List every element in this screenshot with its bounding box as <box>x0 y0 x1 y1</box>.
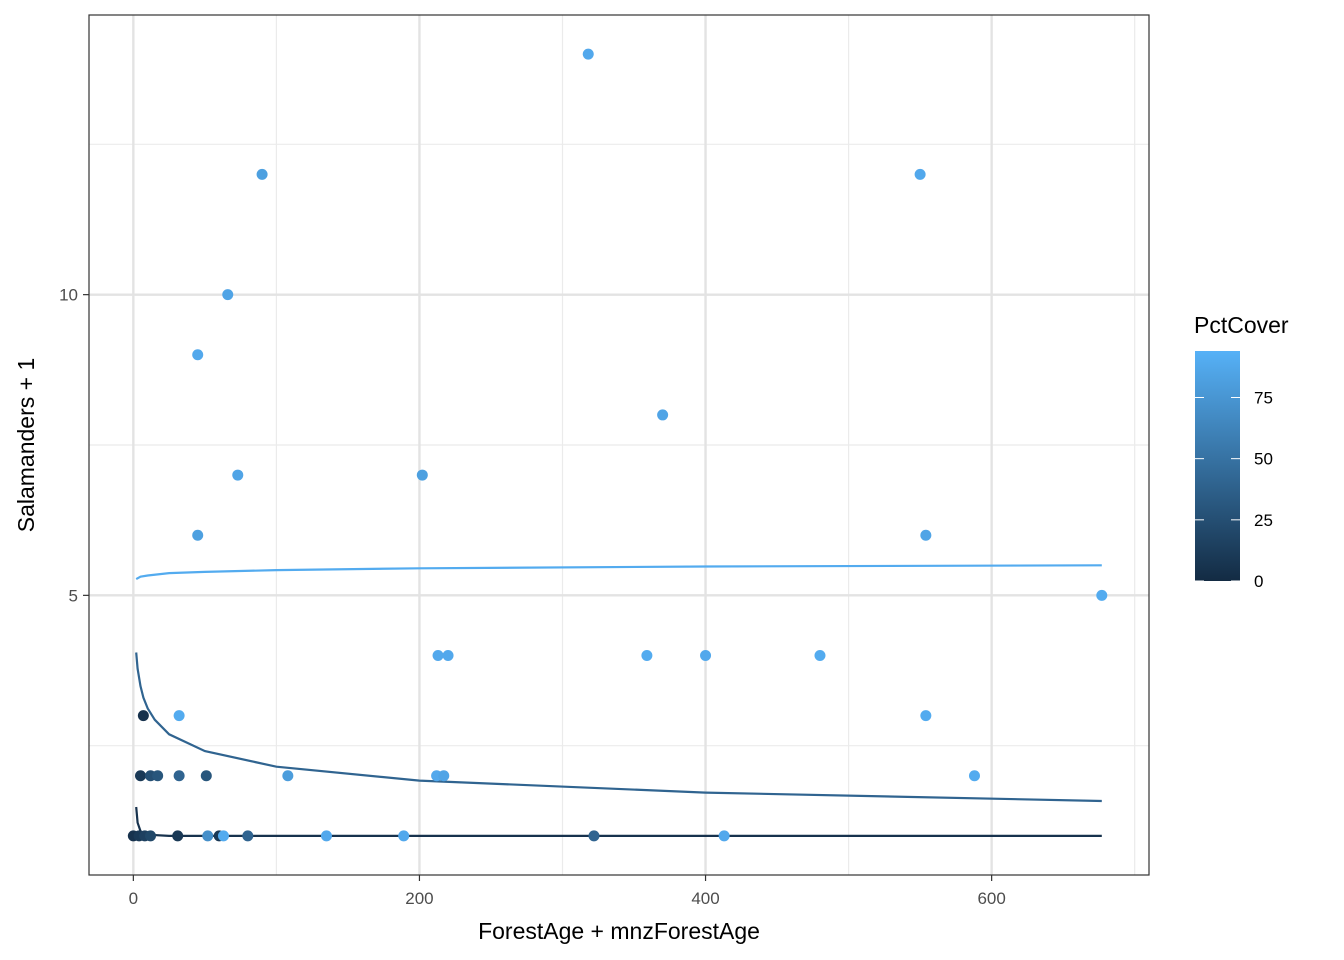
data-point <box>256 168 268 180</box>
data-point <box>172 830 184 842</box>
fitted-curve <box>135 564 1102 581</box>
y-tick-label: 5 <box>69 586 78 605</box>
x-tick-label: 0 <box>129 889 138 908</box>
data-point <box>1096 589 1108 601</box>
data-point <box>242 830 254 842</box>
x-tick-label: 200 <box>405 889 433 908</box>
legend: PctCover 0 25 50 75 <box>1194 312 1289 591</box>
data-point <box>152 770 164 782</box>
fitted-curve <box>135 652 1102 803</box>
x-tick-label: 400 <box>691 889 719 908</box>
data-point <box>442 649 454 661</box>
data-point <box>588 830 600 842</box>
legend-tick-label: 25 <box>1254 511 1273 530</box>
data-point <box>641 649 653 661</box>
data-point <box>222 289 234 301</box>
data-point <box>914 168 926 180</box>
data-point <box>232 469 244 481</box>
data-point <box>200 770 212 782</box>
data-point <box>657 409 669 421</box>
data-point <box>582 48 594 60</box>
data-point <box>145 830 157 842</box>
legend-tick-label: 50 <box>1254 450 1273 469</box>
data-point <box>920 529 932 541</box>
y-tick-label: 10 <box>59 286 78 305</box>
data-point <box>217 830 229 842</box>
legend-tick-label: 0 <box>1254 572 1263 591</box>
data-point <box>192 529 204 541</box>
data-point <box>920 710 932 722</box>
data-point <box>718 830 730 842</box>
legend-colorbar <box>1195 351 1240 581</box>
y-axis-title: Salamanders + 1 <box>13 358 39 533</box>
data-point <box>173 710 185 722</box>
data-point <box>202 830 214 842</box>
data-point <box>700 649 712 661</box>
data-point <box>137 710 149 722</box>
data-point <box>173 770 185 782</box>
data-point <box>416 469 428 481</box>
x-tick-label: 600 <box>977 889 1005 908</box>
data-point <box>814 649 826 661</box>
data-point <box>192 349 204 361</box>
legend-tick-label: 75 <box>1254 388 1273 407</box>
data-point <box>968 770 980 782</box>
legend-title: PctCover <box>1194 312 1289 338</box>
panel-border <box>88 14 1150 876</box>
data-point <box>432 649 444 661</box>
data-point <box>438 770 450 782</box>
data-point <box>134 770 146 782</box>
data-point <box>398 830 410 842</box>
x-axis-title: ForestAge + mnzForestAge <box>478 918 760 944</box>
data-point <box>282 770 294 782</box>
data-point <box>320 830 332 842</box>
